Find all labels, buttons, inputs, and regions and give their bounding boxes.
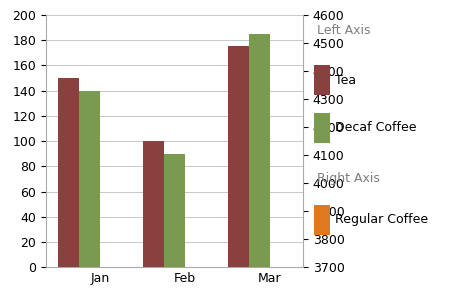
Bar xyxy=(164,154,185,267)
Bar xyxy=(249,34,270,267)
Text: Right Axis: Right Axis xyxy=(317,172,380,185)
Bar xyxy=(57,78,79,267)
Text: Left Axis: Left Axis xyxy=(317,24,370,37)
Text: Tea: Tea xyxy=(335,74,356,87)
Text: Regular Coffee: Regular Coffee xyxy=(335,213,428,226)
Bar xyxy=(143,141,164,267)
Text: Decaf Coffee: Decaf Coffee xyxy=(335,121,417,134)
Bar xyxy=(228,46,249,267)
Bar xyxy=(79,91,100,267)
